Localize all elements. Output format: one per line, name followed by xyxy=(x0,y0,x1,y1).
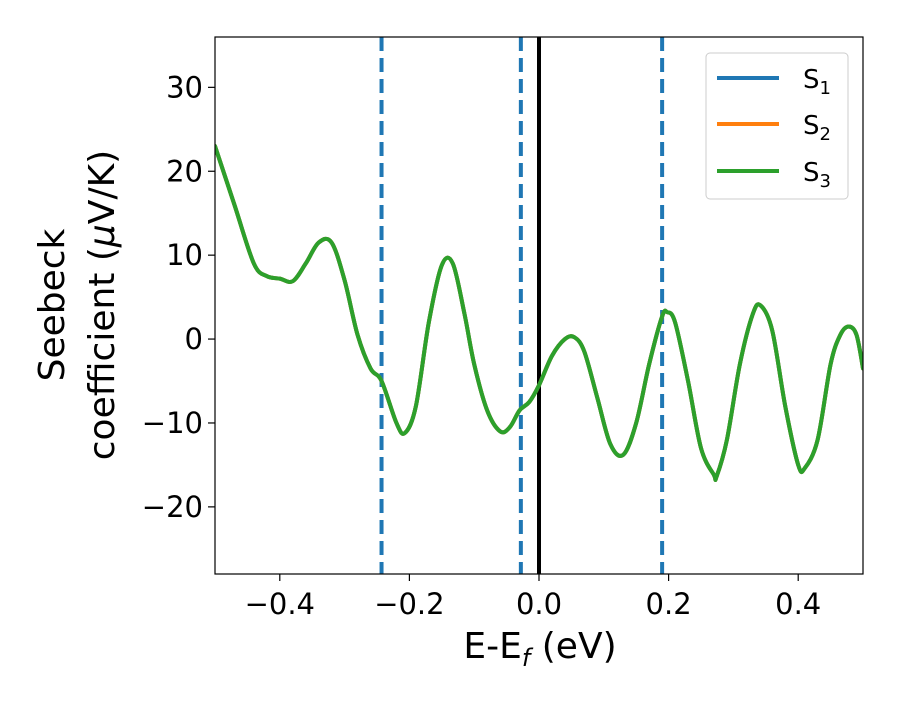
legend-entry-s1: S1 xyxy=(717,65,831,99)
legend-label-s1: S1 xyxy=(803,65,831,99)
reference-lines xyxy=(379,37,665,574)
y-axis-ticks: −20 −10 0 10 20 30 xyxy=(142,70,215,524)
x-axis-title-main: E-E xyxy=(463,626,521,667)
y-tick-label: −20 xyxy=(142,490,203,524)
legend-entry-s3: S3 xyxy=(717,158,831,192)
x-axis-title: E-Ef (eV) xyxy=(463,626,616,672)
x-axis-title-unit: (eV) xyxy=(530,626,616,667)
legend-label-s3-main: S xyxy=(803,158,820,188)
x-tick-label: 0.2 xyxy=(646,587,692,621)
legend-label-s2-main: S xyxy=(803,111,820,141)
series-lines xyxy=(215,144,863,482)
y-axis-title: Seebeck coefficient (μV/K) xyxy=(32,150,123,460)
y-axis-title-mu: μ xyxy=(82,224,123,248)
legend-label-s1-sub: 1 xyxy=(820,78,831,99)
x-tick-label: −0.2 xyxy=(374,587,444,621)
legend-label-s3-sub: 3 xyxy=(820,171,831,192)
legend: S1 S2 S3 xyxy=(705,52,849,200)
legend-label-s3: S3 xyxy=(803,158,831,192)
y-axis-title-unit: V/K) xyxy=(82,150,123,224)
legend-label-s2-sub: 2 xyxy=(820,124,831,145)
x-axis-ticks: −0.4 −0.2 0.0 0.2 0.4 xyxy=(245,574,821,621)
y-tick-label: 30 xyxy=(166,70,203,104)
y-tick-label: 0 xyxy=(185,322,203,356)
legend-entry-s2: S2 xyxy=(717,111,831,145)
series-line-s3 xyxy=(215,144,863,482)
y-tick-label: −10 xyxy=(142,406,203,440)
y-tick-label: 10 xyxy=(166,238,203,272)
x-tick-label: 0.0 xyxy=(516,587,562,621)
y-axis-title-line2: coefficient (μV/K) xyxy=(82,150,123,460)
plot-area xyxy=(215,37,863,574)
x-tick-label: 0.4 xyxy=(775,587,821,621)
y-tick-label: 20 xyxy=(166,154,203,188)
y-axis-title-line2-main: coefficient ( xyxy=(82,247,123,460)
y-axis-title-line1: Seebeck xyxy=(32,228,73,381)
legend-label-s2: S2 xyxy=(803,111,831,145)
x-tick-label: −0.4 xyxy=(245,587,315,621)
legend-label-s1-main: S xyxy=(803,65,820,95)
